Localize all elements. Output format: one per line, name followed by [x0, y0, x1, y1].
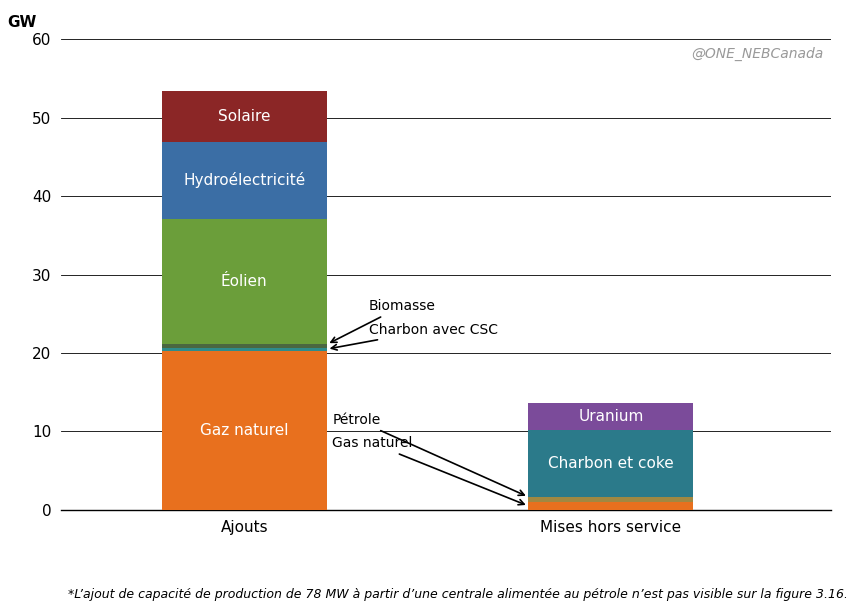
- Text: Gaz naturel: Gaz naturel: [200, 423, 288, 438]
- Bar: [529, 403, 694, 430]
- Text: Charbon et coke: Charbon et coke: [548, 456, 674, 471]
- Bar: [529, 430, 694, 497]
- Bar: [162, 351, 327, 510]
- Text: Biomasse: Biomasse: [331, 299, 436, 342]
- Bar: [162, 344, 327, 348]
- Bar: [529, 502, 694, 510]
- Text: *L’ajout de capacité de production de 78 MW à partir d’une centrale alimentée au: *L’ajout de capacité de production de 78…: [68, 588, 846, 601]
- Text: Hydroélectricité: Hydroélectricité: [183, 173, 305, 188]
- Bar: [162, 91, 327, 142]
- Text: Solaire: Solaire: [218, 109, 271, 124]
- Text: Charbon avec CSC: Charbon avec CSC: [332, 323, 498, 350]
- Bar: [162, 142, 327, 219]
- Text: GW: GW: [7, 15, 36, 30]
- Bar: [529, 497, 694, 502]
- Text: Uranium: Uranium: [579, 409, 644, 424]
- Text: Pétrole: Pétrole: [332, 413, 525, 495]
- Bar: [162, 219, 327, 344]
- Text: Gas naturel: Gas naturel: [332, 436, 525, 505]
- Text: @ONE_NEBCanada: @ONE_NEBCanada: [691, 47, 823, 60]
- Text: Éolien: Éolien: [221, 274, 267, 289]
- Bar: [162, 348, 327, 351]
